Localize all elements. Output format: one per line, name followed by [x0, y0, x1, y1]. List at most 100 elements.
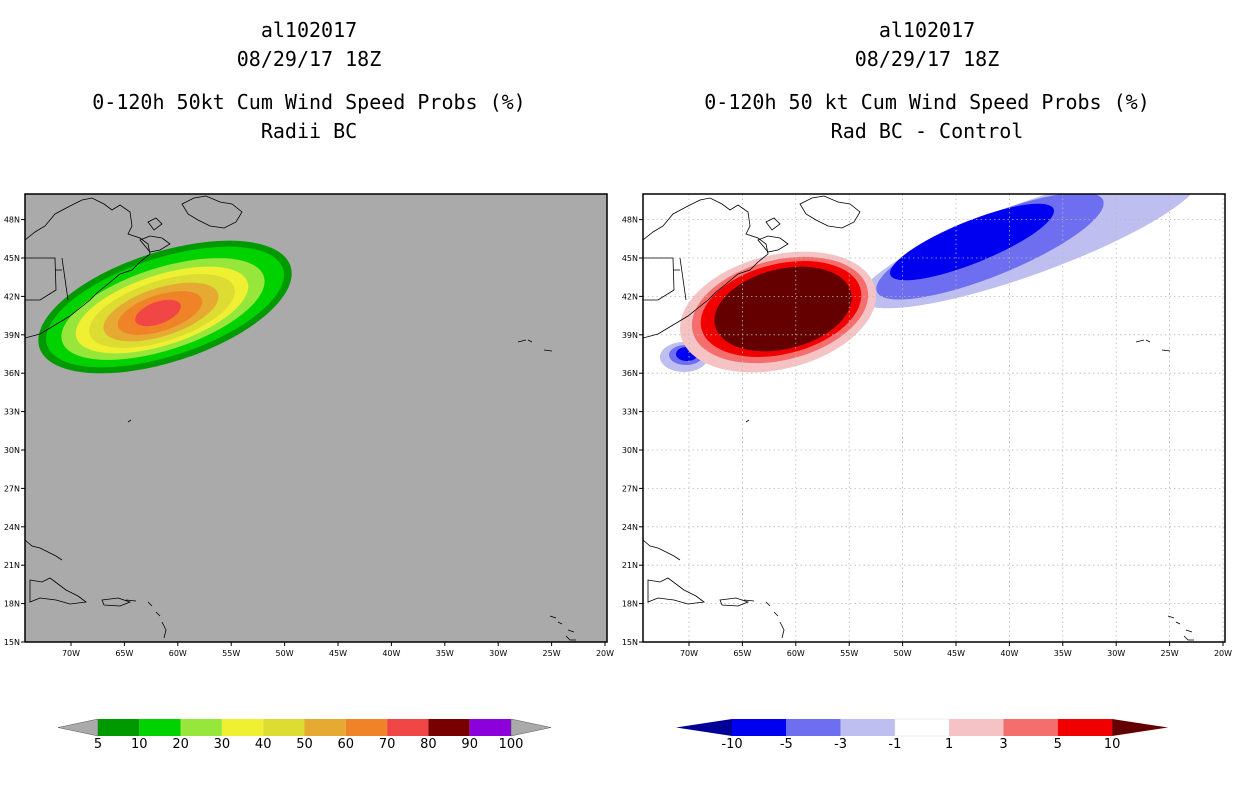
left-colorbar-swatch — [345, 719, 388, 736]
right-lon-label: 40W — [1000, 649, 1018, 658]
right-map: 70W 65W 60W 55W 50W 45W 40W 35W 30W 25W 20W 15N 18N 2… — [622, 193, 1232, 658]
left-colorbar-swatch — [263, 719, 305, 736]
left-colorbar-low-arrow — [57, 718, 99, 737]
left-colorbar-swatch — [139, 719, 181, 736]
right-lon-label: 45W — [947, 649, 965, 658]
left-lat-label: 18N — [4, 600, 20, 609]
right-lon-label: 30W — [1107, 649, 1125, 658]
left-lat-label: 42N — [4, 292, 20, 301]
right-lat-label: 27N — [622, 484, 638, 493]
right-lon-label: 60W — [787, 649, 805, 658]
right-colorbar-low-arrow — [676, 719, 732, 736]
left-colorbar-label: 70 — [379, 737, 396, 752]
left-map: 70W 65W 60W 55W 50W 45W 40W 35W 30W 25W 20W 15N 18N 2… — [4, 193, 614, 658]
right-lon-label: 35W — [1054, 649, 1072, 658]
right-lat-label: 39N — [622, 331, 638, 340]
left-colorbar-swatch — [428, 719, 470, 736]
left-colorbar-swatch — [387, 719, 429, 736]
right-lon-label: 70W — [680, 649, 698, 658]
left-lon-label: 25W — [543, 649, 561, 658]
right-map-frame — [642, 193, 1226, 643]
right-coastlines — [643, 195, 1194, 641]
left-colorbar-label: 60 — [338, 737, 355, 752]
right-colorbar-label: 10 — [1104, 737, 1121, 752]
right-lon-label: 50W — [894, 649, 912, 658]
left-colorbar-label: 30 — [214, 737, 231, 752]
right-storm-id: al102017 — [878, 18, 976, 42]
left-lon-label: 45W — [329, 649, 347, 658]
left-lat-label: 45N — [4, 254, 20, 263]
right-axis-ticks: 70W 65W 60W 55W 50W 45W 40W 35W 30W 25W 20W 15N 18N 2… — [622, 216, 1232, 658]
right-colorbar-swatch — [894, 718, 950, 737]
right-colorbar-swatch — [840, 719, 895, 736]
left-lat-label: 24N — [4, 523, 20, 532]
left-lat-label: 33N — [4, 408, 20, 417]
left-map-background — [25, 194, 607, 642]
right-colorbar-swatch — [786, 719, 841, 736]
left-colorbar-swatch — [98, 719, 140, 736]
right-lat-label: 42N — [622, 292, 638, 301]
left-colorbar-label: 20 — [172, 737, 189, 752]
left-colorbar-swatch — [469, 719, 511, 736]
right-colorbar-label: -1 — [888, 737, 901, 752]
right-colorbar-swatch — [949, 719, 1004, 736]
left-colorbar-high-arrow — [510, 718, 552, 737]
left-lat-label: 39N — [4, 331, 20, 340]
left-lat-label: 48N — [4, 216, 20, 225]
left-lon-label: 30W — [489, 649, 507, 658]
left-lat-label: 30N — [4, 446, 20, 455]
right-lat-label: 36N — [622, 369, 638, 378]
right-lon-label: 55W — [840, 649, 858, 658]
left-colorbar-label: 40 — [255, 737, 272, 752]
right-colorbar-label: -10 — [721, 737, 742, 752]
right-colorbar-swatch — [1003, 719, 1058, 736]
left-datetime: 08/29/17 18Z — [236, 47, 382, 71]
right-lat-label: 45N — [622, 254, 638, 263]
right-colorbar-label: 1 — [945, 737, 953, 752]
right-lat-label: 18N — [622, 600, 638, 609]
left-colorbar-label: 5 — [94, 737, 102, 752]
right-subtitle: Rad BC - Control — [830, 119, 1024, 143]
left-colorbar: 5 10 20 30 40 50 60 70 80 90 100 — [57, 718, 552, 752]
right-colorbar-swatch — [1057, 719, 1113, 736]
left-lon-label: 65W — [115, 649, 133, 658]
left-lon-label: 60W — [169, 649, 187, 658]
left-lat-label: 27N — [4, 484, 20, 493]
left-colorbar-label: 90 — [461, 737, 478, 752]
left-map-frame — [24, 193, 608, 643]
left-axis-ticks: 70W 65W 60W 55W 50W 45W 40W 35W 30W 25W 20W 15N 18N 2… — [4, 216, 614, 658]
left-colorbar-label: 100 — [499, 737, 524, 752]
right-lon-label: 65W — [733, 649, 751, 658]
right-lat-label: 48N — [622, 216, 638, 225]
left-panel-title: al102017 08/29/17 18Z 0-120h 50kt Cum Wi… — [0, 16, 618, 146]
left-colorbar-label: 50 — [296, 737, 313, 752]
right-panel-title: al102017 08/29/17 18Z 0-120h 50 kt Cum W… — [618, 16, 1236, 146]
right-lon-label: 20W — [1214, 649, 1232, 658]
right-lat-label: 21N — [622, 561, 638, 570]
left-colorbar-swatch — [221, 719, 264, 736]
left-lon-label: 40W — [382, 649, 400, 658]
left-colorbar-swatch — [304, 719, 346, 736]
left-coastlines — [25, 195, 576, 641]
left-lon-label: 50W — [276, 649, 294, 658]
right-datetime: 08/29/17 18Z — [854, 47, 1000, 71]
left-lat-label: 36N — [4, 369, 20, 378]
right-lat-label: 33N — [622, 408, 638, 417]
left-colorbar-swatch — [180, 719, 222, 736]
right-colorbar-label: -3 — [834, 737, 847, 752]
left-subtitle: Radii BC — [260, 119, 358, 143]
left-lat-label: 21N — [4, 561, 20, 570]
right-colorbar-label: 5 — [1054, 737, 1062, 752]
right-colorbar-swatch — [732, 719, 787, 736]
left-colorbar-label: 10 — [131, 737, 148, 752]
right-lon-label: 25W — [1161, 649, 1179, 658]
left-lat-label: 15N — [4, 638, 20, 647]
right-colorbar-high-arrow — [1112, 719, 1169, 736]
left-lon-label: 20W — [596, 649, 614, 658]
left-probability-field — [38, 240, 292, 374]
left-lon-label: 35W — [436, 649, 454, 658]
right-product-title: 0-120h 50 kt Cum Wind Speed Probs (%) — [704, 90, 1150, 114]
left-storm-id: al102017 — [260, 18, 358, 42]
right-colorbar-label: -5 — [780, 737, 793, 752]
